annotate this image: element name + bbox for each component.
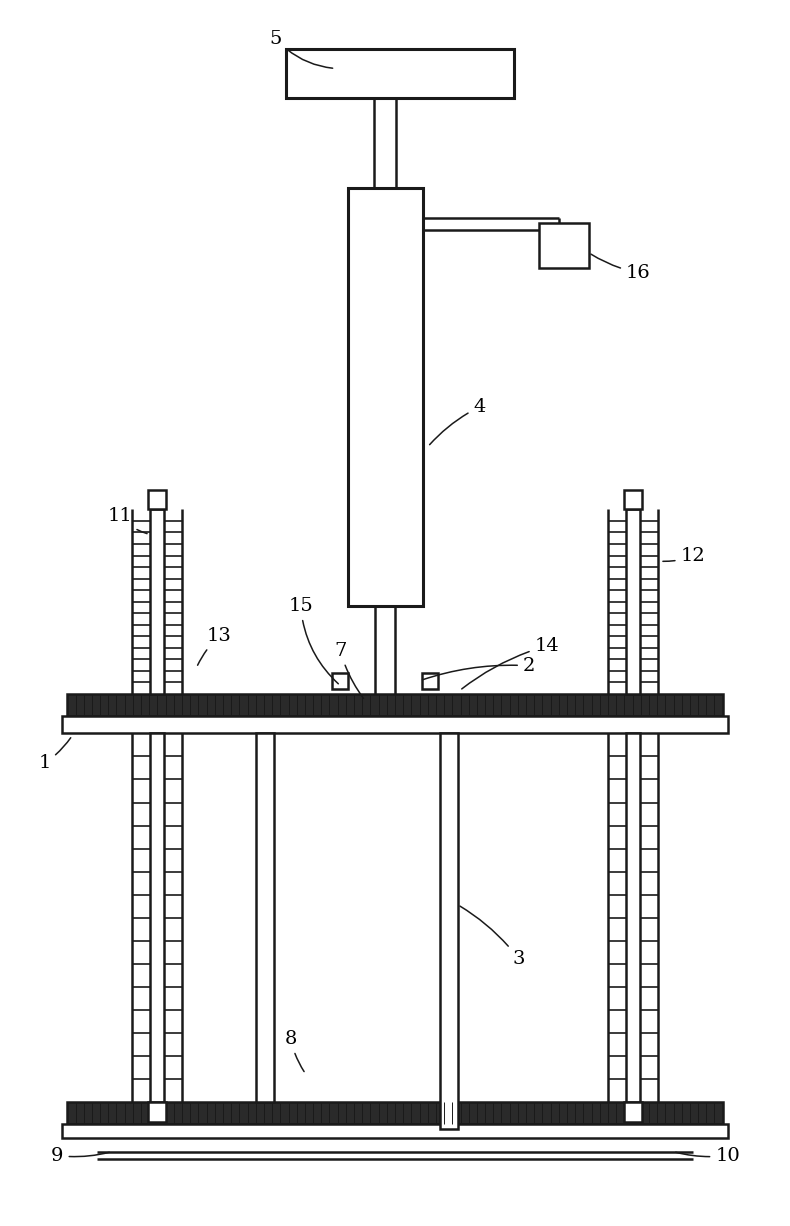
Text: 8: 8 <box>284 1030 304 1072</box>
Bar <box>148 1102 166 1122</box>
Text: 9: 9 <box>51 1146 109 1165</box>
Text: 10: 10 <box>675 1146 740 1165</box>
Bar <box>150 733 164 1102</box>
Bar <box>539 223 589 267</box>
Bar <box>624 1102 642 1122</box>
Text: 4: 4 <box>430 398 486 445</box>
Text: 15: 15 <box>288 597 338 684</box>
Bar <box>624 489 642 510</box>
Bar <box>333 673 348 689</box>
Bar <box>286 49 514 98</box>
Bar <box>62 1124 728 1138</box>
Bar <box>67 694 723 716</box>
Bar <box>422 673 438 689</box>
Text: 2: 2 <box>423 657 536 679</box>
Text: 14: 14 <box>461 636 559 689</box>
Bar <box>440 733 457 1129</box>
Bar <box>150 510 164 694</box>
Bar <box>256 733 274 1102</box>
Text: 3: 3 <box>460 906 525 969</box>
Text: 16: 16 <box>591 254 651 282</box>
Bar <box>626 733 640 1102</box>
Text: 7: 7 <box>334 642 363 699</box>
Text: 11: 11 <box>107 508 147 533</box>
Text: 12: 12 <box>663 547 705 565</box>
Bar <box>67 1102 723 1124</box>
Bar <box>348 188 423 606</box>
Text: 1: 1 <box>38 738 71 772</box>
Bar <box>148 489 166 510</box>
Bar <box>62 716 728 733</box>
Text: 5: 5 <box>269 29 333 69</box>
Text: 13: 13 <box>198 626 231 666</box>
Bar <box>626 510 640 694</box>
